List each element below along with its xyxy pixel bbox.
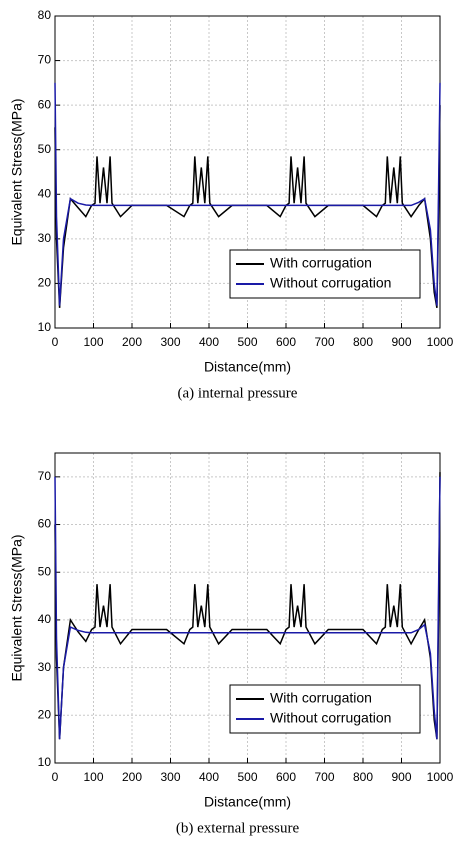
x-tick-label: 1000 (427, 770, 454, 784)
series-line (54, 472, 441, 740)
series-line (54, 82, 441, 306)
y-tick-label: 30 (38, 231, 52, 245)
legend-label: With corrugation (270, 255, 372, 271)
y-tick-label: 70 (38, 469, 52, 483)
x-tick-label: 600 (276, 335, 296, 349)
caption: (b) external pressure (176, 820, 300, 836)
y-axis-label: Equivalent Stress(MPa) (9, 98, 25, 245)
x-tick-label: 400 (199, 335, 219, 349)
x-tick-label: 900 (391, 770, 411, 784)
x-tick-label: 300 (160, 335, 180, 349)
x-tick-label: 100 (83, 770, 103, 784)
y-tick-label: 40 (38, 612, 52, 626)
series-line (54, 476, 441, 740)
x-tick-label: 300 (160, 770, 180, 784)
x-tick-label: 800 (353, 335, 373, 349)
y-tick-label: 70 (38, 53, 52, 67)
x-axis-label: Distance(mm) (204, 359, 291, 375)
y-tick-label: 60 (38, 97, 52, 111)
y-tick-label: 50 (38, 142, 52, 156)
x-axis-label: Distance(mm) (204, 794, 291, 810)
legend-label: Without corrugation (270, 710, 391, 726)
caption: (a) internal pressure (178, 385, 298, 401)
y-tick-label: 40 (38, 186, 52, 200)
y-tick-label: 10 (38, 755, 52, 769)
x-tick-label: 700 (314, 335, 334, 349)
y-tick-label: 30 (38, 660, 52, 674)
x-tick-label: 100 (83, 335, 103, 349)
y-tick-label: 80 (38, 8, 52, 22)
x-tick-label: 1000 (427, 335, 454, 349)
x-tick-label: 700 (314, 770, 334, 784)
legend-label: With corrugation (270, 690, 372, 706)
x-tick-label: 600 (276, 770, 296, 784)
y-tick-label: 20 (38, 707, 52, 721)
x-tick-label: 500 (237, 770, 257, 784)
x-tick-label: 0 (52, 770, 59, 784)
x-tick-label: 200 (122, 335, 142, 349)
x-tick-label: 0 (52, 335, 59, 349)
y-tick-label: 10 (38, 320, 52, 334)
x-tick-label: 400 (199, 770, 219, 784)
y-axis-label: Equivalent Stress(MPa) (9, 534, 25, 681)
x-tick-label: 500 (237, 335, 257, 349)
legend-box (229, 249, 421, 299)
x-tick-label: 800 (353, 770, 373, 784)
x-tick-label: 200 (122, 770, 142, 784)
y-tick-label: 50 (38, 564, 52, 578)
x-tick-label: 900 (391, 335, 411, 349)
legend-box (229, 684, 421, 734)
y-tick-label: 60 (38, 517, 52, 531)
legend-label: Without corrugation (270, 275, 391, 291)
plot-frame (54, 452, 441, 764)
y-tick-label: 20 (38, 276, 52, 290)
